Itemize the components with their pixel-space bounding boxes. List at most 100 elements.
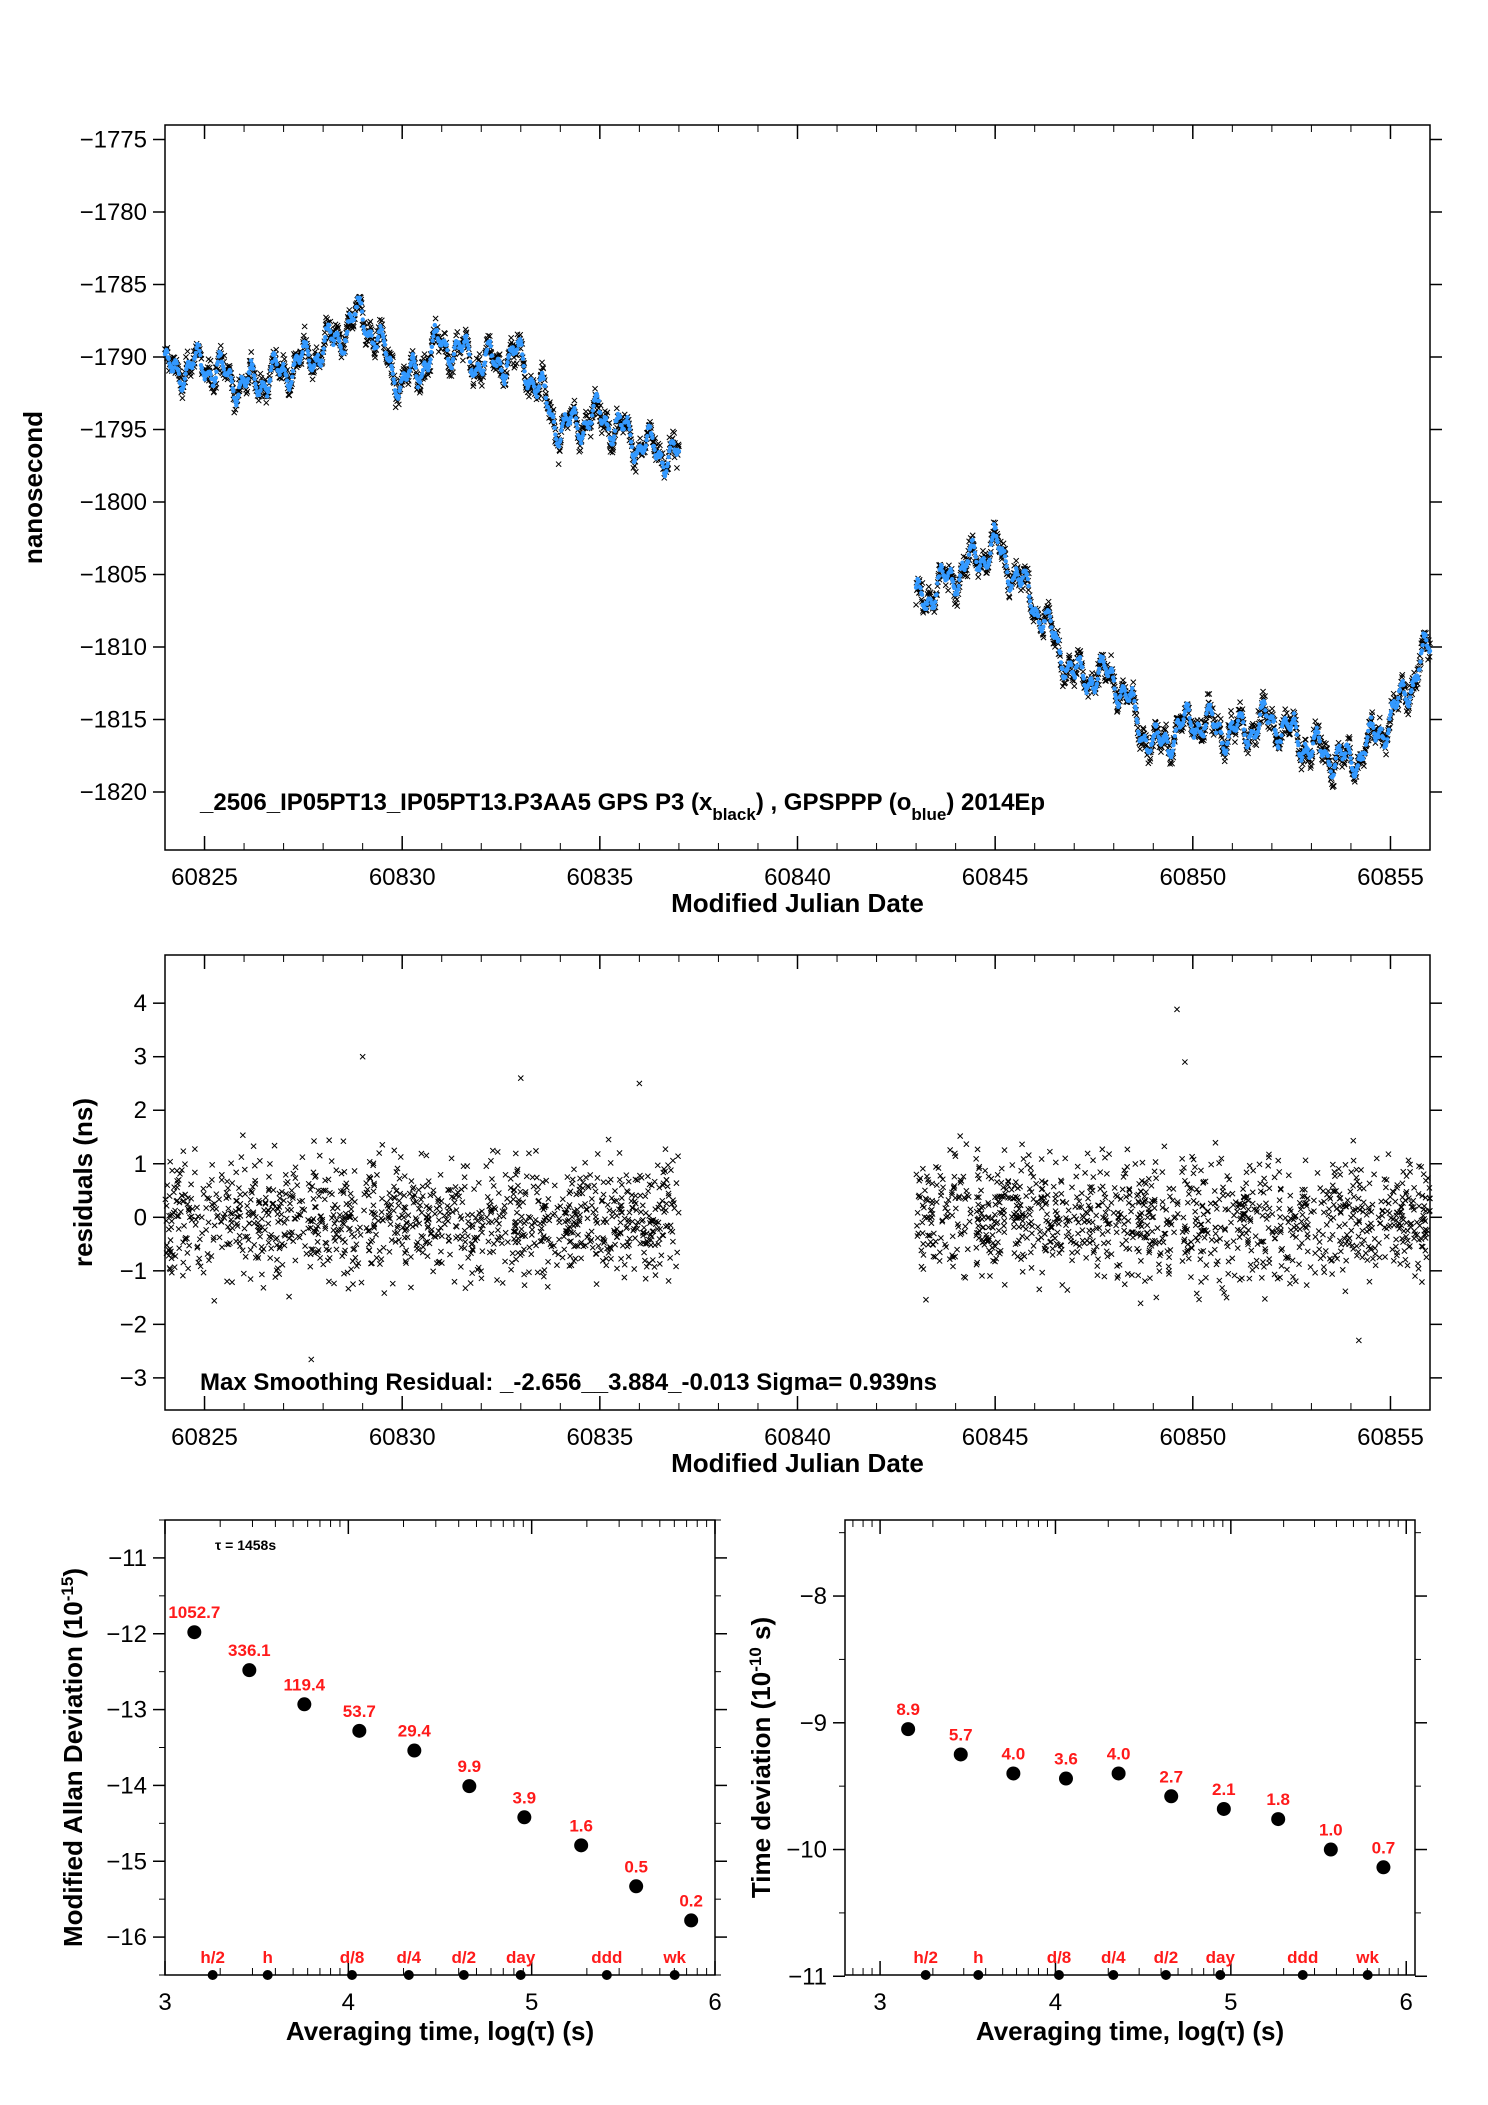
residual-point bbox=[507, 1175, 514, 1182]
gpsppp-point bbox=[247, 370, 252, 376]
gps-p3-point bbox=[647, 418, 653, 425]
gps-p3-point bbox=[1346, 733, 1353, 740]
residual-point bbox=[530, 1183, 537, 1190]
gpsppp-point bbox=[977, 567, 982, 573]
gps-p3-point bbox=[671, 429, 678, 436]
gpsppp-point bbox=[1148, 748, 1153, 753]
gps-p3-point bbox=[540, 365, 547, 372]
gpsppp-point bbox=[218, 351, 224, 357]
gps-p3-point bbox=[1135, 724, 1141, 731]
gpsppp-point bbox=[417, 380, 423, 385]
gps-p3-point bbox=[925, 583, 932, 590]
residual-point bbox=[407, 1284, 414, 1291]
gpsppp-point bbox=[1191, 735, 1197, 740]
gpsppp-point bbox=[484, 347, 490, 352]
gpsppp-point bbox=[361, 324, 366, 330]
residual-point bbox=[395, 1202, 402, 1209]
gpsppp-point bbox=[1226, 734, 1231, 739]
gps-p3-point bbox=[924, 591, 931, 597]
gpsppp-point bbox=[562, 412, 568, 417]
middle-xtick-label: 60835 bbox=[566, 1424, 633, 1451]
gps-p3-point bbox=[969, 532, 976, 539]
gpsppp-point bbox=[1279, 733, 1284, 738]
residual-point bbox=[179, 1272, 186, 1279]
gpsppp-point bbox=[1185, 702, 1191, 708]
gps-p3-point bbox=[564, 425, 571, 432]
gpsppp-point bbox=[410, 352, 415, 357]
gpsppp-point bbox=[284, 373, 289, 378]
gpsppp-point bbox=[312, 362, 317, 368]
residual-point bbox=[457, 1263, 464, 1270]
gpsppp-point bbox=[303, 340, 309, 345]
gpsppp-point bbox=[939, 564, 945, 570]
gpsppp-point bbox=[1274, 732, 1279, 737]
gpsppp-point bbox=[1127, 698, 1132, 703]
residual-point bbox=[367, 1238, 374, 1245]
residual-point bbox=[625, 1253, 632, 1260]
residual-point bbox=[287, 1200, 293, 1207]
gps-p3-point bbox=[453, 332, 460, 339]
gpsppp-point bbox=[1112, 686, 1117, 691]
gps-p3-point bbox=[1228, 707, 1234, 714]
gpsppp-point bbox=[625, 415, 630, 420]
residual-point bbox=[376, 1261, 383, 1267]
gpsppp-point bbox=[587, 425, 592, 431]
gps-p3-point bbox=[371, 350, 378, 356]
residual-point bbox=[278, 1211, 285, 1218]
gpsppp-point bbox=[1213, 730, 1219, 735]
gps-p3-point bbox=[577, 447, 584, 454]
gps-p3-point bbox=[1253, 742, 1260, 749]
top-xtick-label: 60825 bbox=[171, 864, 238, 891]
gpsppp-point bbox=[505, 360, 510, 365]
gpsppp-point bbox=[220, 360, 225, 366]
gpsppp-point bbox=[1395, 700, 1400, 705]
gpsppp-point bbox=[258, 388, 263, 393]
residual-point bbox=[669, 1157, 676, 1164]
gps-p3-point bbox=[1383, 751, 1390, 758]
gpsppp-point bbox=[392, 388, 398, 393]
gpsppp-point bbox=[629, 444, 635, 450]
gps-p3-point bbox=[1266, 726, 1273, 732]
gpsppp-point bbox=[390, 371, 396, 377]
residual-point bbox=[349, 1258, 356, 1265]
gpsppp-point bbox=[573, 416, 579, 421]
gpsppp-point bbox=[466, 346, 471, 351]
residual-point bbox=[300, 1229, 307, 1236]
gpsppp-point bbox=[178, 381, 183, 386]
residual-point bbox=[579, 1190, 586, 1197]
residual-point bbox=[645, 1188, 652, 1195]
residual-point bbox=[518, 1226, 525, 1233]
gpsppp-point bbox=[1026, 584, 1031, 589]
gpsppp-point bbox=[574, 421, 579, 427]
gpsppp-point bbox=[1210, 712, 1215, 717]
gps-p3-point bbox=[476, 356, 483, 363]
gps-p3-point bbox=[1000, 540, 1007, 547]
residual-point bbox=[534, 1269, 541, 1276]
gpsppp-point bbox=[277, 372, 282, 378]
residual-point bbox=[242, 1253, 249, 1260]
gpsppp-point bbox=[1256, 725, 1261, 731]
residual-point bbox=[629, 1192, 635, 1198]
gpsppp-point bbox=[212, 379, 218, 384]
residual-point bbox=[618, 1255, 625, 1262]
residual-point bbox=[545, 1195, 552, 1202]
gpsppp-point bbox=[1225, 740, 1231, 745]
gpsppp-point bbox=[1118, 693, 1123, 699]
gpsppp-point bbox=[543, 395, 549, 401]
residual-point bbox=[517, 1188, 524, 1195]
gpsppp-point bbox=[610, 441, 615, 447]
gpsppp-point bbox=[1407, 699, 1412, 705]
gpsppp-point bbox=[430, 338, 435, 343]
residual-point bbox=[637, 1192, 644, 1199]
gps-p3-point bbox=[183, 354, 189, 360]
residual-point bbox=[242, 1191, 249, 1197]
residual-point bbox=[504, 1195, 511, 1202]
gpsppp-point bbox=[598, 410, 603, 416]
gps-p3-point bbox=[1120, 677, 1126, 684]
gpsppp-point bbox=[445, 347, 450, 353]
middle-ytick-label: −3 bbox=[120, 1365, 147, 1392]
residual-point bbox=[267, 1255, 274, 1261]
gpsppp-point bbox=[1063, 674, 1068, 680]
gpsppp-point bbox=[935, 581, 940, 586]
gpsppp-point bbox=[1154, 722, 1159, 727]
